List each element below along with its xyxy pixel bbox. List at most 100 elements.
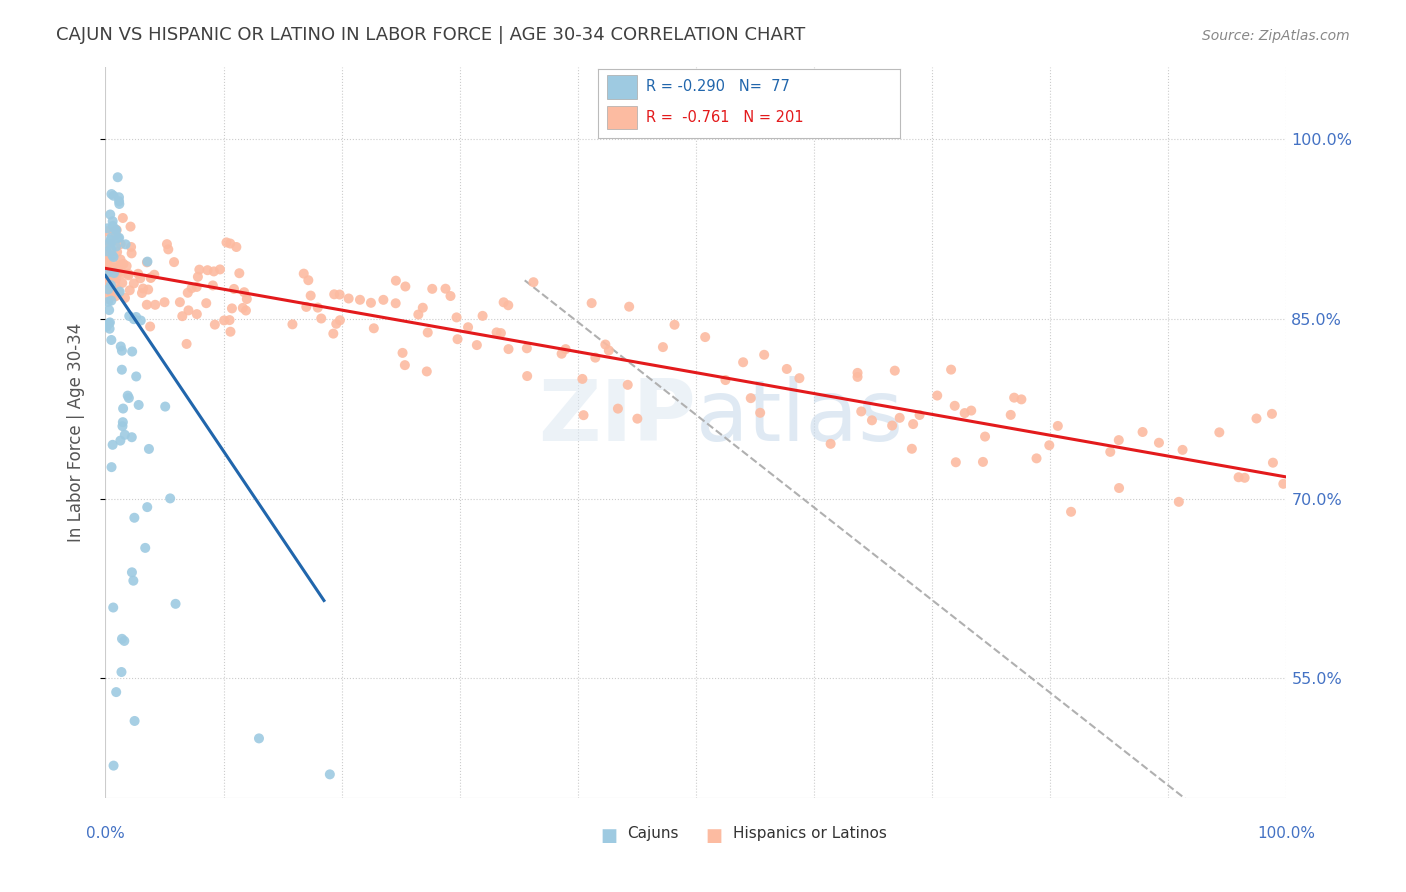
Point	[100, 233, 122, 247]
Point	[953, 406, 976, 420]
Point	[96, 261, 118, 276]
Point	[221, 301, 243, 316]
Point	[111, 419, 134, 434]
Point	[695, 330, 717, 344]
Point	[105, 271, 128, 285]
Point	[309, 311, 332, 326]
Point	[96, 224, 118, 238]
Point	[103, 188, 125, 202]
Point	[225, 240, 247, 254]
Point	[208, 262, 231, 277]
Point	[212, 313, 235, 327]
Text: R =  -0.761   N = 201: R = -0.761 N = 201	[645, 110, 804, 125]
Point	[851, 404, 873, 418]
Point	[103, 600, 125, 615]
Point	[889, 410, 911, 425]
Point	[408, 308, 430, 322]
Point	[363, 321, 385, 335]
Point	[749, 406, 772, 420]
Point	[222, 282, 245, 296]
Point	[100, 460, 122, 475]
Point	[97, 266, 120, 280]
Point	[96, 268, 118, 283]
Point	[105, 223, 128, 237]
Point	[108, 285, 131, 299]
Point	[485, 326, 508, 340]
Point	[103, 224, 125, 238]
Point	[550, 347, 572, 361]
Point	[176, 337, 198, 351]
Point	[111, 211, 134, 225]
Point	[122, 277, 145, 291]
Point	[197, 263, 219, 277]
Point	[281, 318, 304, 332]
Point	[1272, 476, 1295, 491]
Point	[136, 283, 159, 297]
Point	[204, 318, 226, 332]
Point	[1132, 425, 1154, 439]
Point	[132, 281, 155, 295]
Point	[457, 320, 479, 334]
Point	[1060, 505, 1083, 519]
Point	[118, 283, 141, 297]
Point	[394, 279, 416, 293]
Point	[325, 317, 347, 331]
Point	[108, 197, 131, 211]
Point	[114, 237, 136, 252]
Point	[943, 399, 966, 413]
Point	[127, 267, 149, 281]
Point	[789, 371, 811, 385]
Point	[1108, 481, 1130, 495]
Point	[101, 219, 124, 233]
Point	[103, 250, 125, 264]
Point	[901, 417, 924, 431]
Point	[101, 254, 124, 268]
Point	[101, 248, 124, 262]
Point	[373, 293, 395, 307]
Point	[120, 219, 142, 234]
Point	[103, 266, 125, 280]
Point	[100, 278, 122, 293]
Point	[153, 295, 176, 310]
Point	[939, 362, 962, 376]
Text: atlas: atlas	[696, 376, 904, 459]
Point	[329, 287, 352, 301]
Point	[97, 282, 120, 296]
Point	[103, 758, 125, 772]
Point	[139, 270, 162, 285]
Point	[489, 326, 512, 340]
Point	[129, 313, 152, 327]
Point	[247, 731, 270, 746]
Y-axis label: In Labor Force | Age 30-34: In Labor Force | Age 30-34	[66, 323, 84, 542]
Point	[598, 343, 620, 358]
Point	[323, 287, 346, 301]
Point	[394, 358, 416, 372]
Point	[100, 273, 122, 287]
Point	[96, 244, 118, 259]
Point	[111, 276, 134, 290]
Point	[121, 566, 143, 580]
Point	[100, 244, 122, 258]
Point	[122, 574, 145, 588]
Point	[776, 362, 799, 376]
Point	[105, 260, 128, 275]
Point	[1208, 425, 1230, 440]
Point	[297, 273, 319, 287]
Point	[180, 281, 202, 295]
Point	[129, 271, 152, 285]
Point	[516, 341, 538, 355]
Point	[1227, 470, 1250, 484]
Point	[201, 278, 224, 293]
Point	[186, 307, 208, 321]
Point	[616, 377, 638, 392]
Point	[416, 326, 439, 340]
Point	[100, 333, 122, 347]
Point	[349, 293, 371, 307]
Point	[98, 303, 121, 318]
Point	[110, 339, 132, 353]
Point	[329, 313, 352, 327]
Point	[138, 442, 160, 456]
Point	[322, 326, 344, 341]
Point	[446, 310, 468, 325]
Point	[97, 281, 120, 295]
